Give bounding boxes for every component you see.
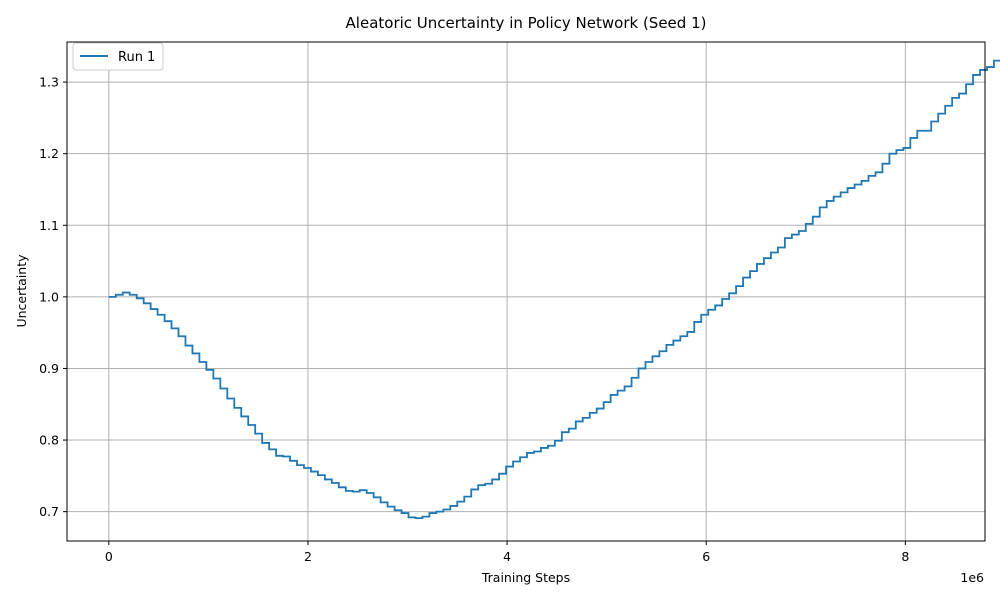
- plot-frame: [66, 41, 986, 542]
- legend-box: [72, 42, 164, 71]
- chart-title: Aleatoric Uncertainty in Policy Network …: [346, 14, 707, 32]
- x-tick-label: 8: [901, 549, 909, 564]
- legend: Run 1: [72, 42, 164, 71]
- x-tick-label: 2: [304, 549, 312, 564]
- legend-label-run-1: Run 1: [118, 50, 155, 65]
- y-tick-label: 0.9: [39, 361, 59, 376]
- ticks: 0 2 4 6 8 0.7 0.8 0.9 1.0 1.1 1.2 1.3: [39, 75, 909, 564]
- y-tick-label: 1.1: [39, 218, 59, 233]
- y-tick-label: 0.8: [39, 433, 59, 448]
- y-axis-label: Uncertainty: [14, 254, 29, 328]
- y-tick-label: 0.7: [39, 504, 59, 519]
- y-tick-label: 1.0: [39, 289, 59, 304]
- x-axis-label: Training Steps: [481, 570, 570, 585]
- x-tick-label: 0: [105, 549, 113, 564]
- y-tick-label: 1.2: [39, 146, 59, 161]
- x-tick-label: 6: [702, 549, 710, 564]
- y-tick-label: 1.3: [39, 75, 59, 90]
- series-line-run-1: [108, 59, 1000, 519]
- grid: [67, 42, 985, 541]
- x-tick-label: 4: [503, 549, 511, 564]
- x-offset-label: 1e6: [960, 570, 984, 585]
- data-layer: [108, 59, 1000, 519]
